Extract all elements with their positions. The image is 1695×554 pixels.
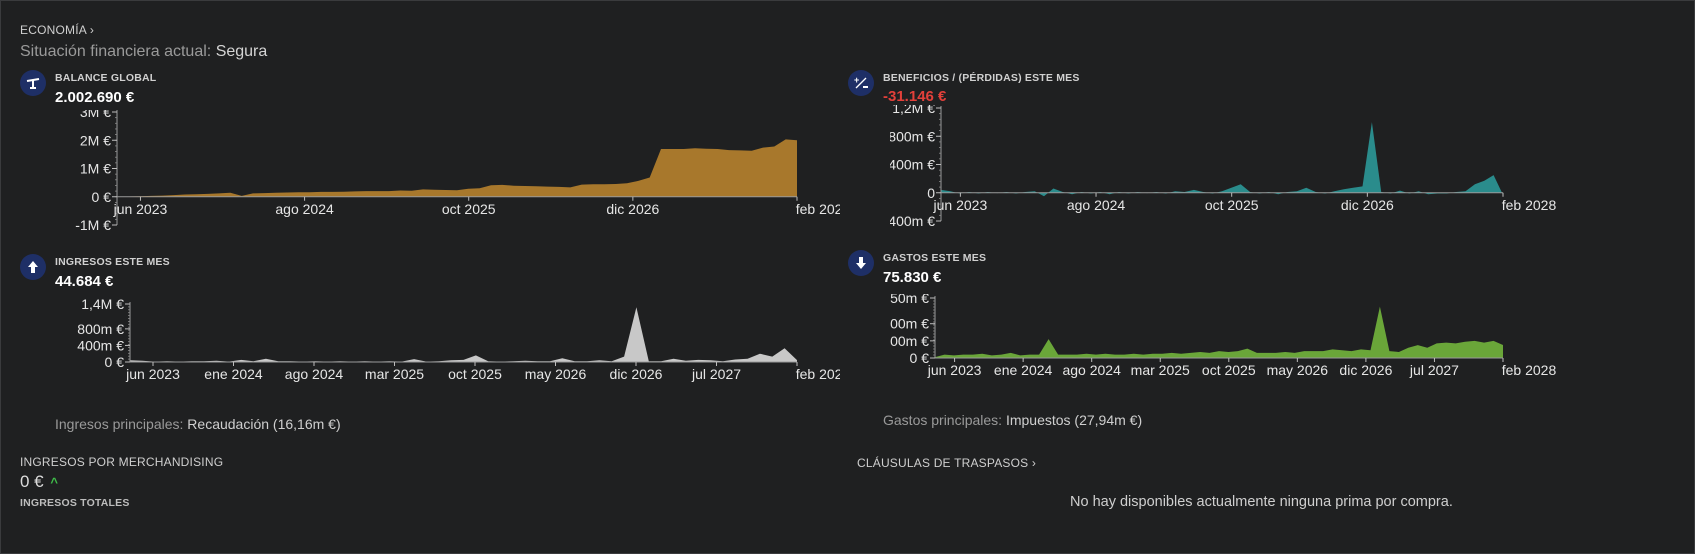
income-y-tick-label: 400m € (77, 337, 124, 353)
balance-x-tick-label: oct 2025 (442, 201, 496, 217)
profit-y-tick-label: 800m € (890, 128, 935, 144)
income-series-area (130, 307, 797, 362)
balance-y-tick-label: 2M € (80, 132, 111, 148)
expenses-x-tick-label: oct 2025 (1202, 362, 1256, 378)
income-main-value: Recaudación (16,16m €) (187, 416, 341, 432)
income-y-tick-label: 1,4M € (81, 298, 124, 312)
balance-value: 2.002.690 € (55, 89, 135, 106)
profit-y-tick-label: 1,2M € (892, 105, 935, 116)
income-caption: INGRESOS ESTE MES (55, 256, 170, 268)
balance-caption: BALANCE GLOBAL (55, 72, 157, 84)
chevron-right-icon: › (1031, 456, 1037, 470)
profit-y-tick-label: 400m € (890, 157, 935, 173)
balance-y-tick-label: -1M € (75, 217, 111, 233)
balance-x-tick-label: ago 2024 (275, 201, 334, 217)
expenses-y-tick-label: 350m € (890, 294, 929, 306)
balance-y-tick-label: 3M € (80, 110, 111, 120)
profit-x-tick-label: dic 2026 (1341, 197, 1394, 213)
expenses-x-tick-label: jun 2023 (927, 362, 982, 378)
expenses-value: 75.830 € (883, 269, 942, 286)
income-main-sources: Ingresos principales: Recaudación (16,16… (55, 416, 341, 432)
expenses-x-tick-label: may 2026 (1267, 362, 1329, 378)
expenses-x-tick-label: ago 2024 (1062, 362, 1121, 378)
expenses-main-sources: Gastos principales: Impuestos (27,94m €) (883, 412, 1142, 428)
income-chart: 0 €400m €800m € 1,4M € jun 2023 ene 2024 ago… (77, 298, 840, 382)
chevron-right-icon: › (89, 23, 95, 37)
expenses-y-tick-label: 200m € (890, 316, 929, 332)
balance-y-tick-label: 0 € (92, 189, 112, 205)
profit-value: -31.146 € (883, 88, 947, 105)
profit-x-tick-label: oct 2025 (1205, 197, 1259, 213)
income-x-tick-label: ene 2024 (204, 366, 263, 382)
plus-minus-icon: + (848, 70, 874, 96)
balance-x-tick-label: dic 2026 (606, 201, 659, 217)
income-x-tick-label: feb 2028 (796, 366, 840, 382)
trend-up-icon: ^ (50, 475, 58, 490)
expenses-x-tick-label: mar 2025 (1131, 362, 1190, 378)
arrow-up-icon (20, 254, 46, 280)
transfer-clauses-link[interactable]: CLÁUSULAS DE TRASPASOS › (857, 456, 1036, 470)
svg-text:+: + (854, 75, 859, 85)
expenses-main-value: Impuestos (27,94m €) (1005, 412, 1143, 428)
expenses-x-tick-label: dic 2026 (1339, 362, 1392, 378)
merch-caption: INGRESOS POR MERCHANDISING (20, 455, 224, 469)
balance-chart: -1M € 0 € 1M € 2M € 3M € jun 2023 ago 2024 oct … (75, 110, 840, 233)
income-x-tick-label: may 2026 (525, 366, 587, 382)
income-x-tick-label: jun 2023 (125, 366, 180, 382)
income-x-tick-label: mar 2025 (365, 366, 424, 382)
breadcrumb-label: ECONOMÍA (20, 23, 87, 37)
balance-y-tick-label: 1M € (80, 161, 111, 177)
income-x-tick-label: dic 2026 (610, 366, 663, 382)
scale-icon (20, 70, 46, 96)
expenses-x-tick-label: ene 2024 (994, 362, 1053, 378)
status-label: Situación financiera actual: (20, 43, 212, 60)
arrow-down-icon (848, 250, 874, 276)
expenses-x-tick-label: feb 2028 (1502, 362, 1557, 378)
merch-value: 0 € (20, 472, 44, 491)
profit-series-area (941, 122, 1503, 197)
expenses-y-tick-label: 0 € (910, 350, 930, 366)
transfer-caption: CLÁUSULAS DE TRASPASOS (857, 456, 1029, 470)
expenses-main-label: Gastos principales: (883, 412, 1003, 428)
breadcrumb-economia[interactable]: ECONOMÍA › (20, 23, 94, 37)
balance-series-area (117, 139, 797, 197)
income-y-tick-label: 800m € (77, 321, 124, 337)
merch-row: 0 € ^ (20, 472, 58, 492)
profit-x-tick-label: ago 2024 (1067, 197, 1126, 213)
income-value: 44.684 € (55, 273, 114, 290)
expenses-chart: 0 €100m €200m € 350m € jun 2023 ene 2024 ago… (890, 294, 1557, 378)
expenses-y-tick-label: 100m € (890, 333, 929, 349)
expenses-series-area (935, 306, 1503, 358)
status-value: Segura (215, 43, 268, 60)
transfer-empty-message: No hay disponibles actualmente ninguna p… (1070, 494, 1453, 510)
profit-caption: BENEFICIOS / (PÉRDIDAS) ESTE MES (883, 72, 1080, 84)
expenses-caption: GASTOS ESTE MES (883, 252, 987, 264)
profit-x-tick-label: jun 2023 (933, 197, 988, 213)
balance-x-tick-label: feb 2028 (796, 201, 840, 217)
income-y-tick-label: 0 € (105, 354, 125, 370)
merch-total-label: INGRESOS TOTALES (20, 497, 130, 509)
income-x-tick-label: jul 2027 (691, 366, 741, 382)
profit-y-tick-label: -400m € (890, 213, 935, 229)
income-main-label: Ingresos principales: (55, 416, 184, 432)
profit-x-tick-label: feb 2028 (1502, 197, 1557, 213)
expenses-x-tick-label: jul 2027 (1409, 362, 1459, 378)
income-x-tick-label: oct 2025 (448, 366, 502, 382)
income-x-tick-label: ago 2024 (285, 366, 344, 382)
balance-x-tick-label: jun 2023 (113, 201, 168, 217)
profit-y-tick-label: 0 (927, 185, 935, 201)
profit-chart: -400m € 0 400m € 800m € 1,2M € jun 2023 ago 20… (890, 105, 1557, 229)
financial-status: Situación financiera actual: Segura (20, 43, 267, 61)
